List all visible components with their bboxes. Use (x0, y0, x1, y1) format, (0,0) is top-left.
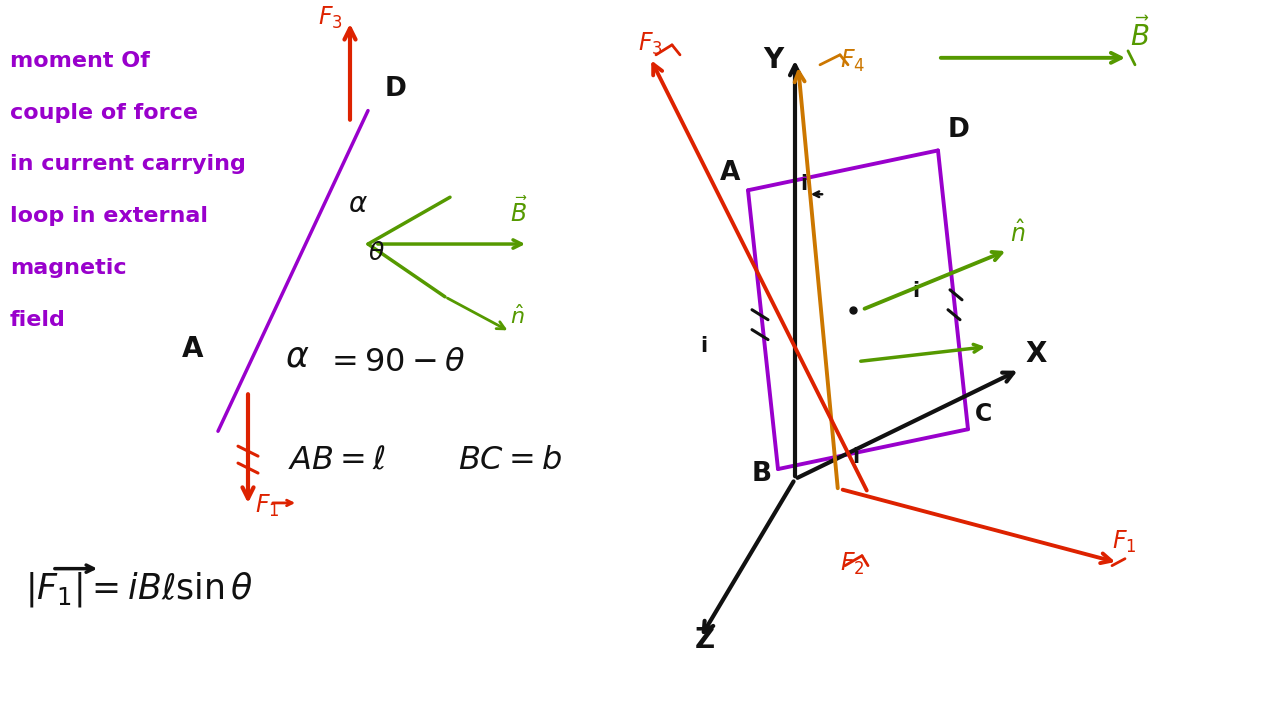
Text: $\hat{n}$: $\hat{n}$ (509, 304, 525, 328)
Text: $|F_1| = i B \ell  \sin\theta$: $|F_1| = i B \ell \sin\theta$ (26, 570, 253, 609)
Text: magnetic: magnetic (10, 258, 127, 278)
Text: $\alpha$: $\alpha$ (285, 340, 310, 374)
Text: A: A (182, 335, 204, 363)
Text: Z: Z (695, 626, 716, 654)
Text: X: X (1025, 340, 1046, 367)
Text: D: D (948, 117, 970, 143)
Text: $BC = b$: $BC = b$ (458, 445, 562, 476)
Text: $\vec{B}$: $\vec{B}$ (509, 197, 527, 227)
Text: $F_2$: $F_2$ (840, 551, 864, 577)
Text: couple of force: couple of force (10, 103, 198, 122)
Text: C: C (975, 402, 992, 426)
Text: i: i (852, 447, 859, 467)
Text: i: i (911, 281, 919, 301)
Text: loop in external: loop in external (10, 206, 207, 226)
Text: i: i (800, 174, 808, 194)
Text: $F_1$: $F_1$ (1112, 528, 1137, 555)
Text: i: i (700, 336, 707, 356)
Text: $\hat{n}$: $\hat{n}$ (1010, 220, 1025, 247)
Text: $F_3$: $F_3$ (317, 5, 343, 31)
Text: $= 90 - \theta$: $= 90 - \theta$ (325, 348, 465, 379)
Text: $F_4$: $F_4$ (840, 48, 865, 74)
Text: B: B (753, 461, 772, 487)
Text: $\alpha$: $\alpha$ (348, 190, 367, 218)
Text: $AB = \ell$: $AB = \ell$ (288, 445, 387, 476)
Text: $F_1$: $F_1$ (255, 493, 279, 519)
Text: $\theta$: $\theta$ (369, 241, 385, 265)
Text: in current carrying: in current carrying (10, 154, 246, 174)
Text: field: field (10, 310, 65, 330)
Text: D: D (385, 76, 407, 102)
Text: $F_3$: $F_3$ (637, 31, 663, 57)
Text: moment Of: moment Of (10, 51, 150, 71)
Text: Y: Y (763, 46, 783, 73)
Text: $\vec{B}$: $\vec{B}$ (1130, 18, 1151, 52)
Text: A: A (719, 161, 740, 186)
